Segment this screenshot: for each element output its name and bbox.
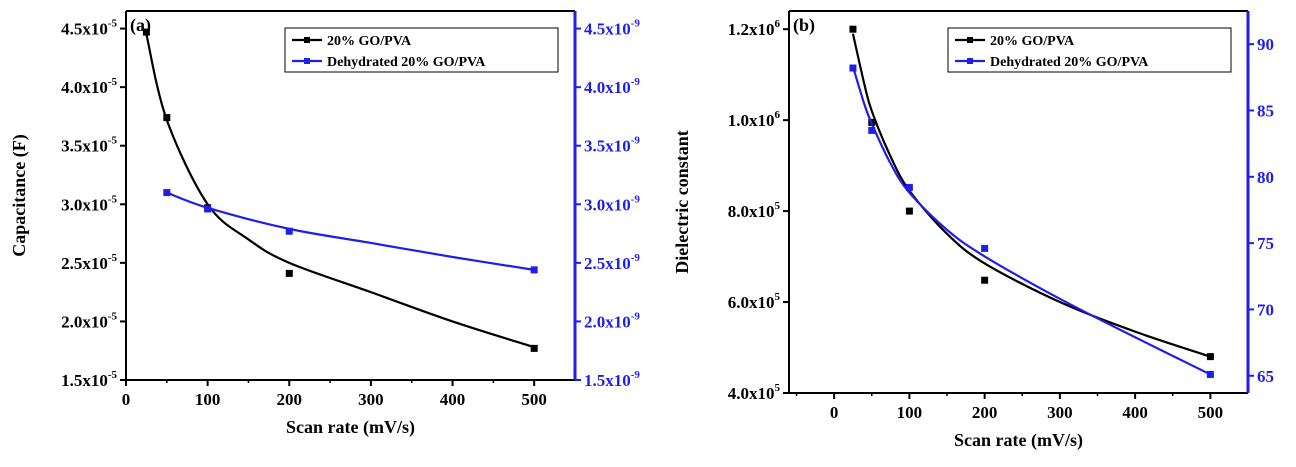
series-1-fit-line xyxy=(166,191,535,271)
series-0-data-point xyxy=(849,25,857,33)
series-1-data-point xyxy=(905,183,913,191)
legend-marker xyxy=(967,58,973,64)
series-0-data-point xyxy=(981,276,989,284)
right-y-tick-label: 4.0x10-9 xyxy=(584,76,640,97)
x-tick-label: 500 xyxy=(1198,403,1224,422)
series-0-data-point xyxy=(142,28,150,36)
legend-entry: Dehydrated 20% GO/PVA xyxy=(990,55,1149,70)
legend-marker xyxy=(304,58,310,64)
series-1-data-point xyxy=(868,126,876,134)
right-y-tick-label: 2.5x10-9 xyxy=(584,252,640,273)
legend-entry: 20% GO/PVA xyxy=(990,34,1075,49)
legend-marker xyxy=(967,37,973,43)
x-tick-label: 100 xyxy=(897,403,923,422)
right-y-tick-label: 70 xyxy=(1257,300,1274,319)
right-y-tick-label: 2.0x10-9 xyxy=(584,310,640,331)
x-tick-label: 200 xyxy=(277,390,303,409)
y-axis-title: Dielectric constant xyxy=(672,130,692,273)
left-y-tick-label: 4.0x10-5 xyxy=(61,76,117,97)
x-tick-label: 500 xyxy=(521,390,547,409)
panel-label: (b) xyxy=(793,15,815,36)
series-1-data-point xyxy=(1206,370,1214,378)
x-tick-label: 100 xyxy=(195,390,221,409)
left-y-tick-label: 2.0x10-5 xyxy=(61,310,117,331)
left-y-tick-label: 3.0x10-5 xyxy=(61,193,117,214)
right-y-tick-label: 1.5x10-9 xyxy=(584,369,640,390)
left-y-tick-label: 6.0x105 xyxy=(728,291,781,312)
right-y-tick-label: 65 xyxy=(1257,367,1274,386)
legend-box xyxy=(947,27,1232,73)
x-tick-label: 0 xyxy=(830,403,839,422)
x-tick-label: 300 xyxy=(1047,403,1073,422)
left-y-tick-label: 1.5x10-5 xyxy=(61,369,117,390)
series-1-data-point xyxy=(849,64,857,72)
right-y-tick-label: 80 xyxy=(1257,168,1274,187)
x-axis-title: Scan rate (mV/s) xyxy=(954,430,1083,451)
x-tick-label: 300 xyxy=(358,390,384,409)
left-y-tick-label: 1.2x106 xyxy=(728,18,781,39)
right-y-tick-label: 4.5x10-9 xyxy=(584,18,640,39)
legend-marker xyxy=(304,37,310,43)
right-y-tick-label: 3.5x10-9 xyxy=(584,135,640,156)
series-1-data-point xyxy=(204,205,212,213)
left-y-tick-label: 3.5x10-5 xyxy=(61,135,117,156)
right-y-tick-label: 75 xyxy=(1257,234,1274,253)
series-0-data-point xyxy=(285,269,293,277)
series-0-fit-line xyxy=(145,34,535,349)
series-1-data-point xyxy=(285,227,293,235)
series-0-data-point xyxy=(530,344,538,352)
left-y-tick-label: 1.0x106 xyxy=(728,109,781,130)
series-0-data-point xyxy=(905,207,913,215)
x-tick-label: 400 xyxy=(440,390,466,409)
series-1-data-point xyxy=(163,189,171,197)
series-0-data-point xyxy=(163,114,171,122)
right-y-tick-label: 3.0x10-9 xyxy=(584,193,640,214)
series-1-data-point xyxy=(981,244,989,252)
series-1-fit-line xyxy=(851,66,1211,376)
x-tick-label: 200 xyxy=(972,403,998,422)
left-y-tick-label: 4.5x10-5 xyxy=(61,18,117,39)
x-axis-title: Scan rate (mV/s) xyxy=(286,417,415,438)
x-tick-label: 400 xyxy=(1122,403,1148,422)
series-0-fit-line xyxy=(851,33,1211,358)
series-0-data-point xyxy=(1206,353,1214,361)
right-y-tick-label: 90 xyxy=(1257,35,1274,54)
left-y-tick-label: 4.0x105 xyxy=(728,382,781,403)
series-1-data-point xyxy=(530,266,538,274)
left-y-tick-label: 8.0x105 xyxy=(728,200,781,221)
legend-entry: 20% GO/PVA xyxy=(327,34,412,49)
legend-entry: Dehydrated 20% GO/PVA xyxy=(327,55,486,70)
x-tick-label: 0 xyxy=(122,390,131,409)
left-y-tick-label: 2.5x10-5 xyxy=(61,252,117,273)
right-y-tick-label: 85 xyxy=(1257,101,1274,120)
y-axis-title: Capacitance (F) xyxy=(9,134,30,256)
legend-box xyxy=(284,27,559,73)
